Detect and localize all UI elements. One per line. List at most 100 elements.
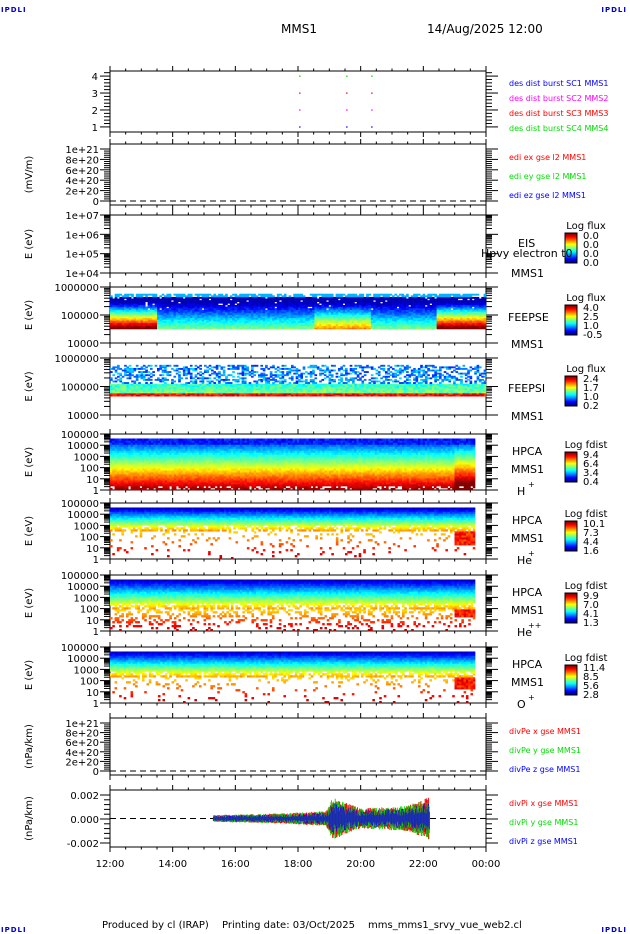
spectrogram-cell <box>316 314 320 317</box>
spectrogram-cell <box>213 382 217 384</box>
spectrogram-cell <box>147 309 151 312</box>
spectrogram-cell <box>138 327 141 330</box>
spectrogram-cell <box>276 324 280 327</box>
spectrogram-cell <box>145 324 148 327</box>
spectrogram-cell <box>446 304 449 307</box>
spectrogram-cell <box>462 306 466 309</box>
spectrogram-cell <box>114 317 118 320</box>
spectrogram-cell <box>267 385 271 388</box>
spectrogram-cell <box>194 314 198 317</box>
spectrogram-cell <box>246 369 249 372</box>
spectrogram-cell <box>114 304 118 307</box>
spectrogram-cell <box>366 300 369 303</box>
spectrogram-cell <box>422 325 426 328</box>
spectrogram-cell <box>128 371 132 373</box>
spectrogram-cell <box>149 317 153 320</box>
spectrogram-cell <box>189 314 193 317</box>
spectrogram-cell <box>323 322 327 325</box>
spectrogram-cell <box>149 386 153 389</box>
spectrogram-cell <box>417 303 421 306</box>
spectrogram-cell <box>135 394 139 397</box>
spectrogram-cell <box>225 317 228 320</box>
spectrogram-cell <box>403 312 407 315</box>
spectrogram-cell <box>382 304 386 307</box>
spectrogram-cell <box>194 298 198 301</box>
spectrogram-cell <box>225 320 228 323</box>
colorbar-cell <box>565 328 577 330</box>
spectrogram-cell <box>124 371 127 373</box>
spectrogram-cell <box>431 308 435 311</box>
spectrogram-cell <box>337 303 341 306</box>
spectrogram-cell <box>478 308 482 311</box>
spectrogram-cell <box>448 308 452 311</box>
spectrogram-cell <box>394 312 397 315</box>
spectrogram-cell <box>251 312 254 315</box>
spectrogram-cell <box>457 300 461 303</box>
spectrogram-cell <box>215 303 219 306</box>
spectrogram-cell <box>427 311 430 314</box>
spectrogram-cell <box>267 304 271 307</box>
spectrogram-cell <box>124 303 127 306</box>
spectrogram-cell <box>281 327 285 330</box>
spectrogram-cell <box>161 393 165 395</box>
spectrogram-cell <box>361 304 365 307</box>
y-tick-label: 2e+20 <box>65 187 99 198</box>
spectrogram-cell <box>149 322 153 325</box>
colorbar-cell <box>565 324 577 326</box>
spectrogram-cell <box>333 324 336 327</box>
spectrogram-cell <box>300 319 303 322</box>
spectrogram-cell <box>241 393 245 395</box>
y-tick-label: 3 <box>92 89 98 100</box>
spectrogram-cell <box>243 324 247 327</box>
spectrogram-cell <box>283 391 287 394</box>
spectrogram-cell <box>380 322 383 325</box>
spectrogram-cell <box>274 296 278 299</box>
spectrogram-cell <box>208 303 212 306</box>
spectrogram-cell <box>243 296 247 299</box>
spectrogram-cell <box>396 303 400 306</box>
spectrogram-cell <box>110 314 113 317</box>
spectrogram-cell <box>359 320 362 323</box>
spectrogram-cell <box>201 394 205 397</box>
spectrogram-cell <box>349 300 353 303</box>
spectrogram-cell <box>253 385 256 388</box>
spectrogram-cell <box>478 320 482 323</box>
spectrogram-cell <box>462 324 466 327</box>
spectrogram-cell <box>208 296 212 299</box>
spectrogram-cell <box>124 293 127 296</box>
spectrogram-cell <box>145 296 148 299</box>
y-axis-label-edi: (mV/m) <box>24 156 35 194</box>
spectrogram-cell <box>229 295 233 298</box>
instrument-label: EIS <box>518 237 535 250</box>
spectrogram-cell <box>241 320 245 323</box>
spectrogram-cell <box>248 372 252 375</box>
spectrogram-cell <box>359 319 362 322</box>
spectrogram-cell <box>279 319 282 322</box>
spectrogram-cell <box>126 327 130 330</box>
spectrogram-cell <box>293 301 296 304</box>
spectrogram-cell <box>422 308 426 311</box>
spectrogram-cell <box>330 325 334 328</box>
burst-point-SC2 <box>299 109 301 111</box>
spectrogram-cell <box>208 389 212 392</box>
spectrogram-cell <box>128 319 132 322</box>
spectrogram-cell <box>227 378 231 381</box>
spectrogram-cell <box>246 306 249 309</box>
spectrogram-cell <box>114 303 118 306</box>
spectrogram-cell <box>307 324 311 327</box>
spectrogram-cell <box>166 385 170 388</box>
spectrogram-cell <box>481 306 484 309</box>
spectrogram-cell <box>295 309 299 312</box>
spectrogram-cell <box>194 391 198 394</box>
spectrogram-cell <box>225 316 228 319</box>
spectrogram-cell <box>154 388 158 391</box>
spectrogram-cell <box>453 324 456 327</box>
spectrogram-cell <box>272 378 275 381</box>
spectrogram-cell <box>276 306 280 309</box>
spectrogram-cell <box>298 309 301 312</box>
spectrogram-cell <box>392 322 395 325</box>
spectrogram-cell <box>241 388 245 391</box>
spectrogram-cell <box>478 303 482 306</box>
spectrogram-cell <box>377 300 381 303</box>
spectrogram-cell <box>211 312 214 315</box>
